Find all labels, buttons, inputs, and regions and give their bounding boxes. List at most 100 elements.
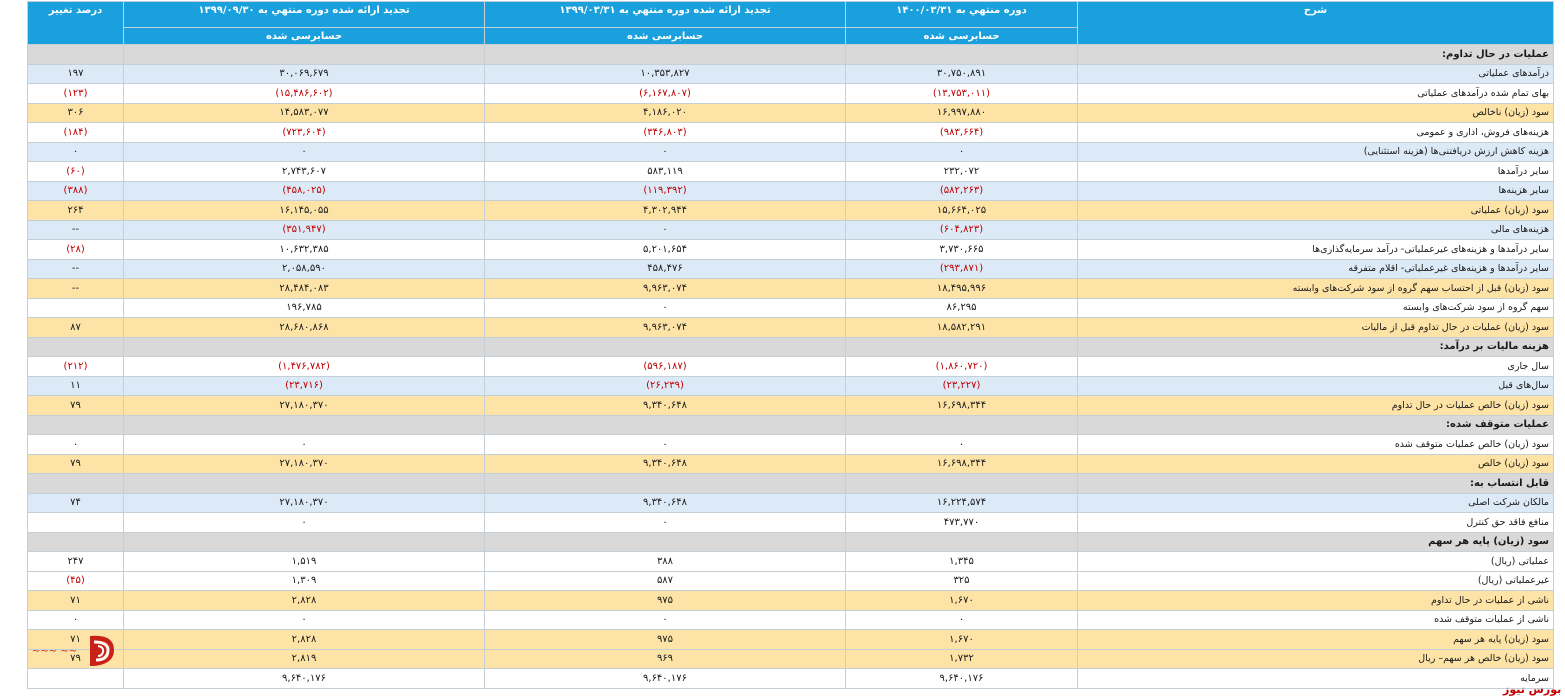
value-period-1400: ۱۵,۶۶۴,۰۲۵ <box>845 200 1078 221</box>
value-period-1399-09 <box>123 473 485 494</box>
bourse-news-watermark-logo: ~~~ ~~ <box>32 635 114 666</box>
value-period-1400: ۱۶,۲۲۴,۵۷۴ <box>845 492 1078 513</box>
value-period-1399-03: ۴,۳۰۲,۹۴۴ <box>484 200 846 221</box>
change-percent: ۷۴ <box>27 492 124 513</box>
value-period-1399-09: ۲۷,۱۸۰,۳۷۰ <box>123 492 485 513</box>
row-label: هزینه‌های فروش، اداری و عمومی <box>1077 122 1554 143</box>
change-percent <box>27 414 124 435</box>
row-label: سایر درآمدها و هزینه‌های غیرعملیاتی- اقل… <box>1077 258 1554 279</box>
table-row: عملیاتی (ریال) ۱,۳۴۵ ۳۸۸ ۱,۵۱۹ ۲۴۷ <box>27 551 1554 572</box>
row-label: درآمدهای عملیاتی <box>1077 63 1554 84</box>
value-period-1400: ۸۶,۲۹۵ <box>845 297 1078 318</box>
value-period-1399-03: (۲۶,۲۳۹) <box>484 375 846 396</box>
row-label: سایر درآمدها و هزینه‌های غیرعملیاتی- درآ… <box>1077 239 1554 260</box>
table-row: هزینه‌های مالی (۶۰۴,۸۲۳) ۰ (۳۵۱,۹۴۷) -- <box>27 219 1554 240</box>
value-period-1400: ۱,۳۴۵ <box>845 551 1078 572</box>
table-row: سرمایه ۹,۶۴۰,۱۷۶ ۹,۶۴۰,۱۷۶ ۹,۶۴۰,۱۷۶ <box>27 668 1554 689</box>
value-period-1399-09: ۱,۵۱۹ <box>123 551 485 572</box>
value-period-1399-03: ۳۸۸ <box>484 551 846 572</box>
row-label: سود (زیان) خالص عملیات در حال تداوم <box>1077 395 1554 416</box>
value-period-1400: (۲۹۳,۸۷۱) <box>845 258 1078 279</box>
value-period-1400: (۵۸۲,۲۶۳) <box>845 180 1078 201</box>
change-percent: -- <box>27 219 124 240</box>
value-period-1399-03: ۰ <box>484 609 846 630</box>
value-period-1400 <box>845 414 1078 435</box>
row-label: هزینه‌های مالی <box>1077 219 1554 240</box>
row-label: سود (زیان) قبل از احتساب سهم گروه از سود… <box>1077 278 1554 299</box>
value-period-1399-09: ۰ <box>123 434 485 455</box>
change-percent: (۴۵) <box>27 570 124 591</box>
section-header-row: عملیات در حال تداوم: <box>27 44 1554 65</box>
brand-label: بورس نیوز <box>1503 683 1562 696</box>
table-row: هزینه کاهش ارزش دریافتنی‌ها (هزینه استثن… <box>27 141 1554 162</box>
table-row: مالکان شرکت اصلی ۱۶,۲۲۴,۵۷۴ ۹,۳۴۰,۶۴۸ ۲۷,۱۸… <box>27 492 1554 513</box>
value-period-1399-03: (۵۹۶,۱۸۷) <box>484 356 846 377</box>
value-period-1399-09: ۰ <box>123 141 485 162</box>
row-label: سود (زیان) پایه هر سهم <box>1077 629 1554 650</box>
section-header-row: هزینه مالیات بر درآمد: <box>27 336 1554 357</box>
section-header-row: سود (زیان) پایه هر سهم <box>27 531 1554 552</box>
change-percent: ۰ <box>27 434 124 455</box>
financial-statement: شرح دوره منتهي به ۱۴۰۰/۰۳/۳۱ تجدید ارائه… <box>27 1 1554 689</box>
row-label: سال جاری <box>1077 356 1554 377</box>
change-percent <box>27 512 124 533</box>
value-period-1400: (۶۰۴,۸۲۳) <box>845 219 1078 240</box>
value-period-1399-03 <box>484 414 846 435</box>
value-period-1399-09: ۲,۸۱۹ <box>123 648 485 669</box>
value-period-1400: ۳۲۵ <box>845 570 1078 591</box>
value-period-1399-03: ۵۸۳,۱۱۹ <box>484 161 846 182</box>
table-row: سایر درآمدها و هزینه‌های غیرعملیاتی- اقل… <box>27 258 1554 279</box>
value-period-1400: ۱,۶۷۰ <box>845 629 1078 650</box>
value-period-1399-09: (۱,۴۷۶,۷۸۲) <box>123 356 485 377</box>
value-period-1399-09 <box>123 44 485 65</box>
value-period-1399-03: ۰ <box>484 512 846 533</box>
value-period-1399-03: (۱۱۹,۳۹۲) <box>484 180 846 201</box>
value-period-1399-03 <box>484 44 846 65</box>
change-percent: ۳۰۶ <box>27 102 124 123</box>
value-period-1400: ۳۰,۷۵۰,۸۹۱ <box>845 63 1078 84</box>
change-percent: (۲۸) <box>27 239 124 260</box>
change-percent <box>27 336 124 357</box>
table-row: ناشی از عملیات در حال تداوم ۱,۶۷۰ ۹۷۵ ۲,۸۲۸… <box>27 590 1554 611</box>
header-audit-row: حسابرسی شده حسابرسی شده حسابرسی شده <box>28 27 1554 45</box>
table-row: سود (زیان) ناخالص ۱۶,۹۹۷,۸۸۰ ۴,۱۸۶,۰۲۰ ۱۴,۵… <box>27 102 1554 123</box>
table-row: غیرعملیاتی (ریال) ۳۲۵ ۵۸۷ ۱,۳۰۹ (۴۵) <box>27 570 1554 591</box>
value-period-1399-03: ۵۸۷ <box>484 570 846 591</box>
table-row: سهم گروه از سود شرکت‌های وابسته ۸۶,۲۹۵ ۰ ۱۹… <box>27 297 1554 318</box>
row-label: هزینه کاهش ارزش دریافتنی‌ها (هزینه استثن… <box>1077 141 1554 162</box>
change-percent <box>27 473 124 494</box>
table-row: سایر هزینه‌ها (۵۸۲,۲۶۳) (۱۱۹,۳۹۲) (۴۵۸,۰۲۵)… <box>27 180 1554 201</box>
value-period-1399-09: ۲۷,۱۸۰,۳۷۰ <box>123 453 485 474</box>
value-period-1399-03: ۰ <box>484 141 846 162</box>
change-percent <box>27 297 124 318</box>
row-label: مالکان شرکت اصلی <box>1077 492 1554 513</box>
value-period-1399-09: ۱۴,۵۸۳,۰۷۷ <box>123 102 485 123</box>
change-percent: ۰ <box>27 141 124 162</box>
value-period-1400: ۰ <box>845 141 1078 162</box>
value-period-1399-09 <box>123 531 485 552</box>
change-percent: ۷۱ <box>27 590 124 611</box>
value-period-1400: ۱,۷۳۲ <box>845 648 1078 669</box>
change-percent: ۸۷ <box>27 317 124 338</box>
value-period-1399-09: ۲,۸۲۸ <box>123 590 485 611</box>
row-label: هزینه مالیات بر درآمد: <box>1077 336 1554 357</box>
table-body: عملیات در حال تداوم: درآمدهای عملیاتی ۳۰,۷… <box>27 44 1554 689</box>
column-header-period-1399-03: تجدید ارائه شده دوره منتهي به ۱۳۹۹/۰۳/۳۱ <box>484 1 846 28</box>
row-label: سهم گروه از سود شرکت‌های وابسته <box>1077 297 1554 318</box>
value-period-1399-09: ۱۹۶,۷۸۵ <box>123 297 485 318</box>
row-label: ناشی از عملیات متوقف شده <box>1077 609 1554 630</box>
value-period-1399-03 <box>484 531 846 552</box>
row-label: منافع فاقد حق کنترل <box>1077 512 1554 533</box>
value-period-1399-09: ۹,۶۴۰,۱۷۶ <box>123 668 485 689</box>
value-period-1400: ۱,۶۷۰ <box>845 590 1078 611</box>
row-label: عملیات متوقف شده: <box>1077 414 1554 435</box>
change-percent: -- <box>27 278 124 299</box>
row-label: سرمایه <box>1077 668 1554 689</box>
row-label: بهای تمام شده درآمدهای عملیاتی <box>1077 83 1554 104</box>
change-percent <box>27 531 124 552</box>
row-label: عملیاتی (ریال) <box>1077 551 1554 572</box>
audit-status-2: حسابرسی شده <box>484 27 846 45</box>
value-period-1399-09: ۰ <box>123 609 485 630</box>
value-period-1399-03: ۴۵۸,۴۷۶ <box>484 258 846 279</box>
value-period-1400 <box>845 336 1078 357</box>
